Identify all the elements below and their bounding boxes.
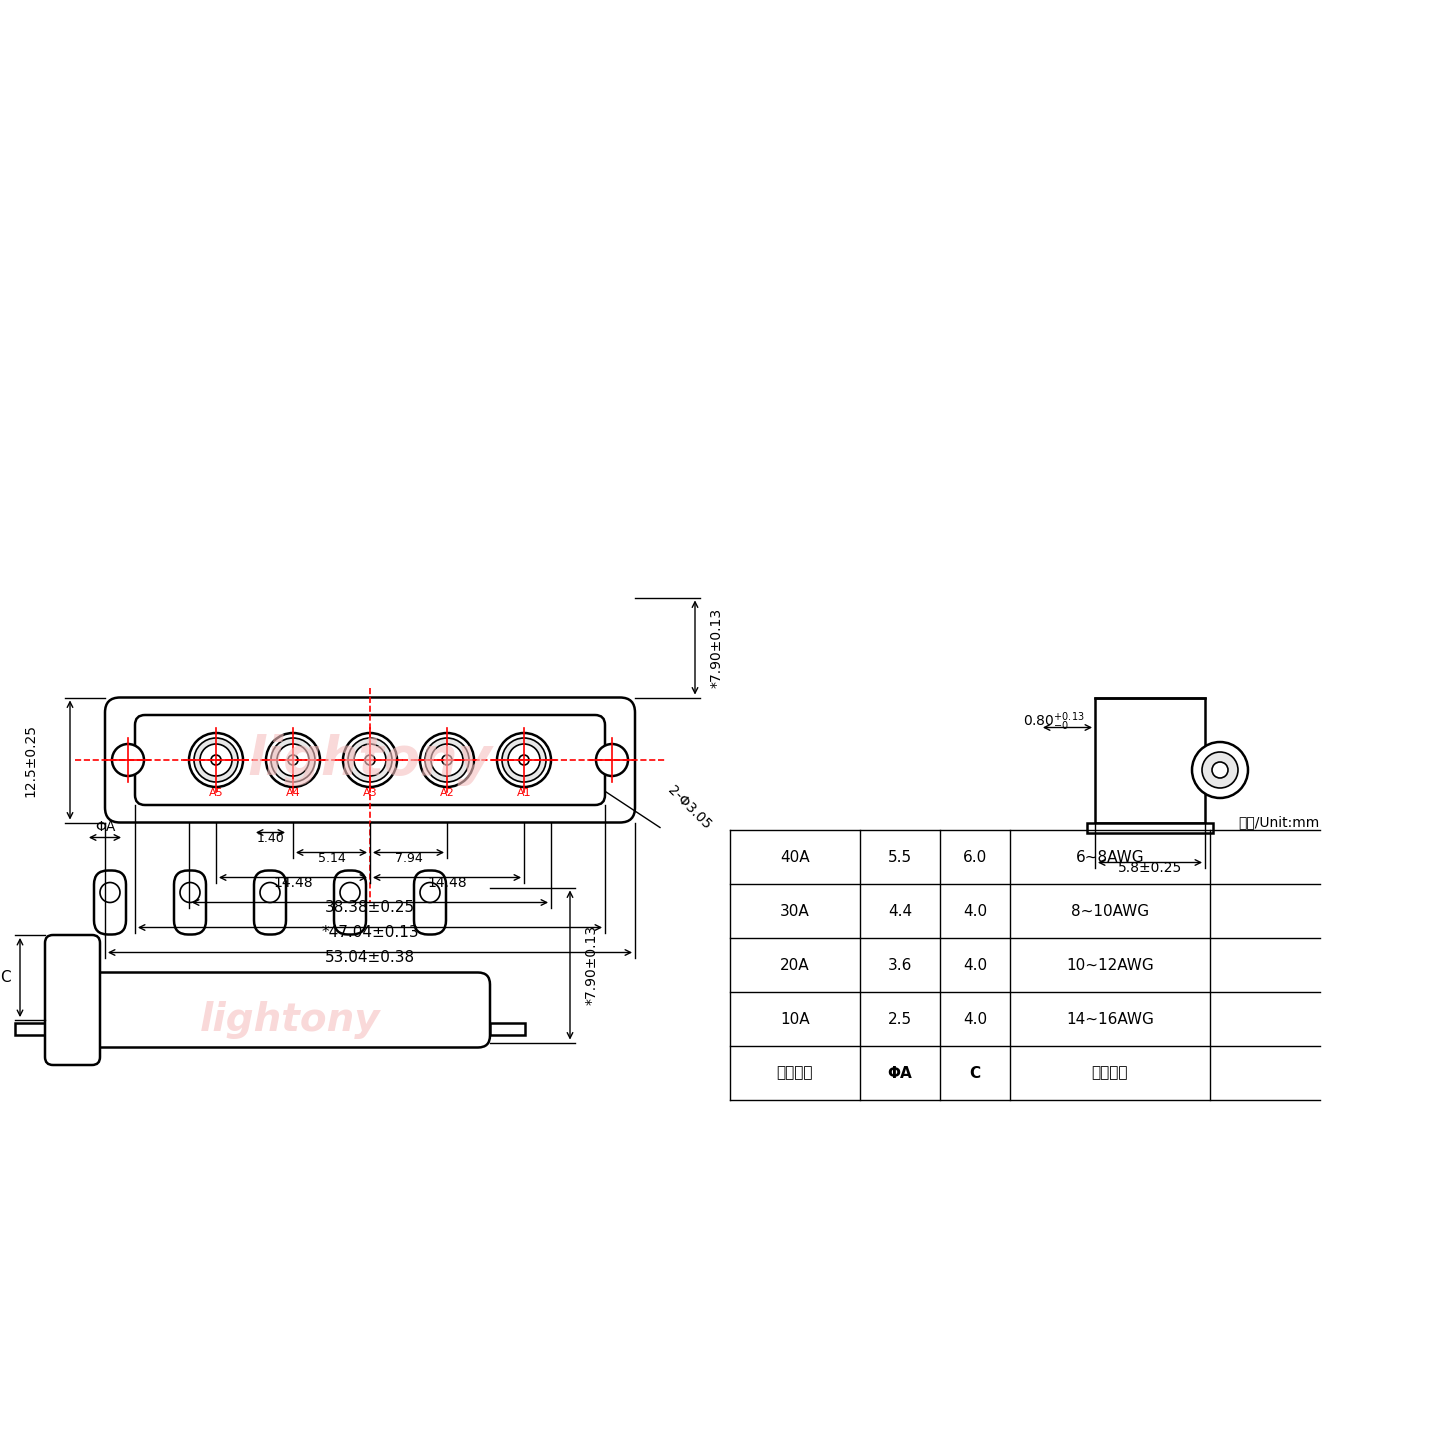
FancyBboxPatch shape xyxy=(253,871,287,935)
Circle shape xyxy=(518,755,528,765)
Text: C: C xyxy=(0,971,10,985)
Circle shape xyxy=(276,744,310,776)
Circle shape xyxy=(189,733,243,788)
Text: 38.38±0.25: 38.38±0.25 xyxy=(325,900,415,914)
Text: 14~16AWG: 14~16AWG xyxy=(1066,1011,1153,1027)
Circle shape xyxy=(596,744,628,776)
Circle shape xyxy=(1202,752,1238,788)
FancyBboxPatch shape xyxy=(334,871,366,935)
Circle shape xyxy=(348,739,392,782)
Text: A2: A2 xyxy=(439,788,455,798)
Circle shape xyxy=(340,883,360,903)
Text: 6~8AWG: 6~8AWG xyxy=(1076,850,1145,864)
Circle shape xyxy=(420,883,441,903)
Text: A4: A4 xyxy=(285,788,301,798)
Text: lightony: lightony xyxy=(248,734,492,786)
Text: 3.6: 3.6 xyxy=(888,958,912,972)
Text: C: C xyxy=(969,1066,981,1080)
Text: 10~12AWG: 10~12AWG xyxy=(1066,958,1153,972)
Circle shape xyxy=(503,739,546,782)
Text: lightony: lightony xyxy=(200,1001,380,1040)
Text: ΦA: ΦA xyxy=(95,819,115,834)
Text: 14.48: 14.48 xyxy=(428,876,467,890)
FancyBboxPatch shape xyxy=(105,697,635,822)
Text: 10A: 10A xyxy=(780,1011,809,1027)
FancyBboxPatch shape xyxy=(45,935,99,1066)
Circle shape xyxy=(200,744,232,776)
Text: 12.5±0.25: 12.5±0.25 xyxy=(23,723,37,796)
Circle shape xyxy=(1192,742,1248,798)
Circle shape xyxy=(442,755,452,765)
Text: 14.48: 14.48 xyxy=(274,876,312,890)
Bar xyxy=(14,1022,50,1034)
Text: 2-Φ3.05: 2-Φ3.05 xyxy=(665,783,714,832)
Circle shape xyxy=(497,733,552,788)
Circle shape xyxy=(180,883,200,903)
FancyBboxPatch shape xyxy=(415,871,446,935)
Text: 5.8±0.25: 5.8±0.25 xyxy=(1117,861,1182,874)
Circle shape xyxy=(425,739,469,782)
Text: 4.0: 4.0 xyxy=(963,1011,986,1027)
Circle shape xyxy=(1212,762,1228,778)
Text: *47.04±0.13: *47.04±0.13 xyxy=(321,924,419,939)
Text: 4.4: 4.4 xyxy=(888,903,912,919)
Circle shape xyxy=(288,755,298,765)
FancyBboxPatch shape xyxy=(174,871,206,935)
Text: *7.90±0.13: *7.90±0.13 xyxy=(710,608,724,687)
Circle shape xyxy=(261,883,279,903)
Circle shape xyxy=(271,739,315,782)
Text: 53.04±0.38: 53.04±0.38 xyxy=(325,949,415,965)
Circle shape xyxy=(508,744,540,776)
Circle shape xyxy=(431,744,464,776)
FancyBboxPatch shape xyxy=(135,716,605,805)
Text: 5.14: 5.14 xyxy=(318,851,346,864)
Text: 4.0: 4.0 xyxy=(963,903,986,919)
Text: 30A: 30A xyxy=(780,903,809,919)
Bar xyxy=(1087,822,1212,832)
Text: 1.40: 1.40 xyxy=(258,831,285,844)
Circle shape xyxy=(354,744,386,776)
FancyBboxPatch shape xyxy=(50,972,490,1047)
Text: 40A: 40A xyxy=(780,850,809,864)
Text: A3: A3 xyxy=(363,788,377,798)
Bar xyxy=(1094,697,1205,822)
Circle shape xyxy=(266,733,320,788)
Text: 额定电流: 额定电流 xyxy=(776,1066,814,1080)
Text: 8~10AWG: 8~10AWG xyxy=(1071,903,1149,919)
Text: ΦA: ΦA xyxy=(887,1066,913,1080)
Text: 4.0: 4.0 xyxy=(963,958,986,972)
Text: 单位/Unit:mm: 单位/Unit:mm xyxy=(1238,815,1320,829)
Text: 7.94: 7.94 xyxy=(395,851,422,864)
Text: A1: A1 xyxy=(517,788,531,798)
Circle shape xyxy=(194,739,238,782)
Text: 20A: 20A xyxy=(780,958,809,972)
Text: $0.80^{+0.13}_{-0}$: $0.80^{+0.13}_{-0}$ xyxy=(1024,710,1084,733)
Circle shape xyxy=(364,755,374,765)
Circle shape xyxy=(99,883,120,903)
Text: 6.0: 6.0 xyxy=(963,850,988,864)
Text: 线材规格: 线材规格 xyxy=(1092,1066,1129,1080)
FancyBboxPatch shape xyxy=(94,871,127,935)
Bar xyxy=(490,1022,526,1034)
Text: *7.90±0.13: *7.90±0.13 xyxy=(585,924,599,1005)
Circle shape xyxy=(112,744,144,776)
Text: 5.5: 5.5 xyxy=(888,850,912,864)
Circle shape xyxy=(420,733,474,788)
Text: 2.5: 2.5 xyxy=(888,1011,912,1027)
Text: A5: A5 xyxy=(209,788,223,798)
Circle shape xyxy=(343,733,397,788)
Circle shape xyxy=(212,755,220,765)
